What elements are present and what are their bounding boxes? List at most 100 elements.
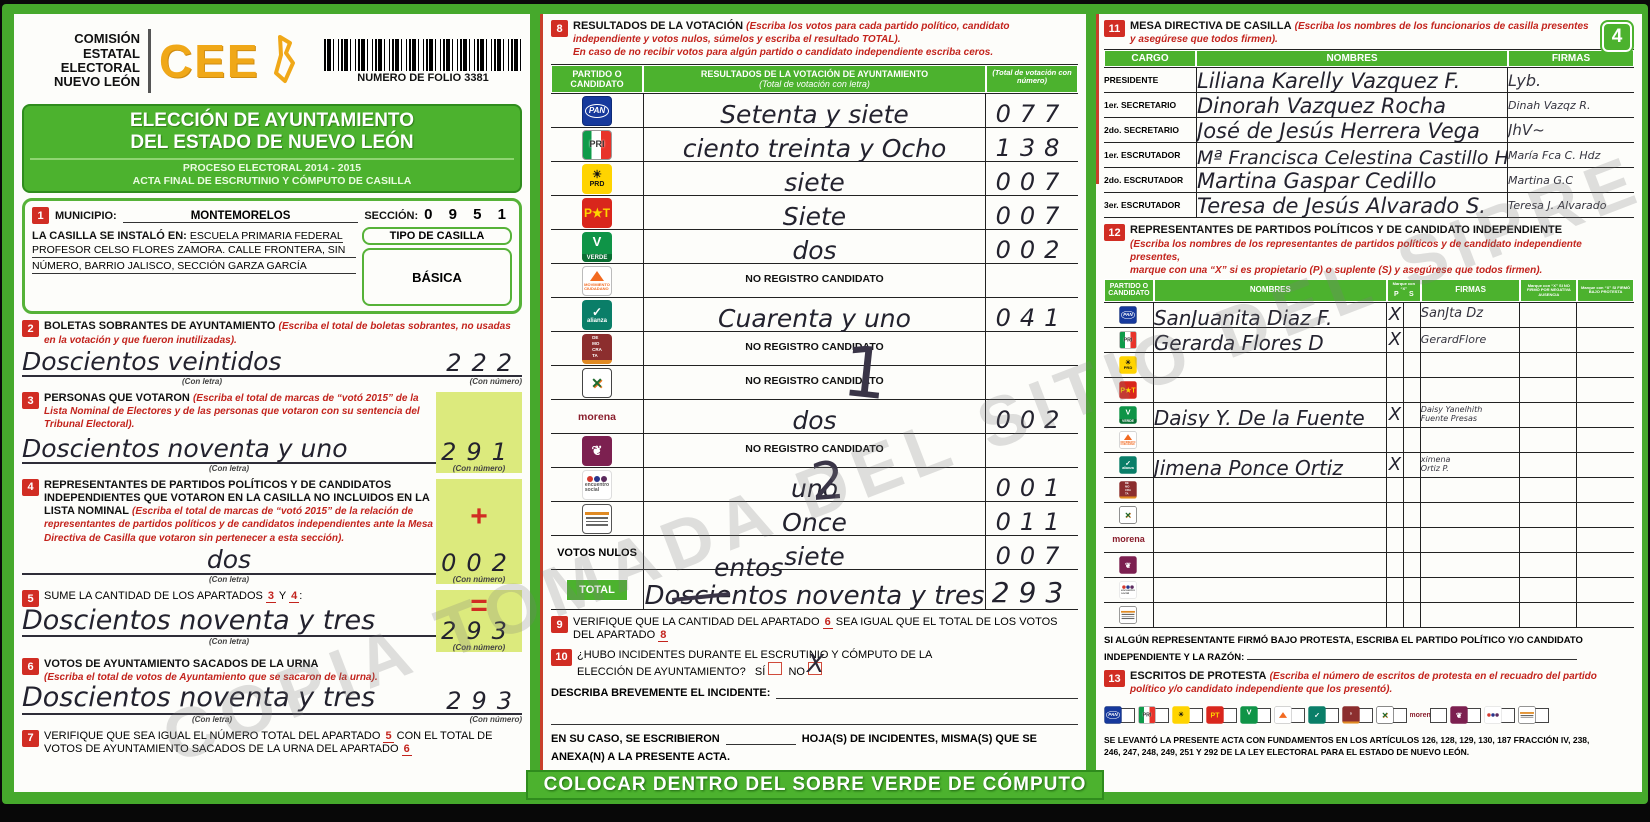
col-no-firmo: Marque con “X” SI NO FIRMÓ POR NEGATIVA … — [1520, 279, 1578, 302]
votos-urna-letra: Doscientos noventa y tres — [22, 682, 376, 714]
rep-row-pan: PAN SanJuanita Diaz F. X SanJta Dz — [1104, 301, 1634, 327]
hojas-label: HOJA(S) DE INCIDENTES, MISMA(S) QUE SE — [801, 733, 1037, 745]
no-registro-label: NO REGISTRO CANDIDATO — [745, 374, 884, 387]
votes-letra: Siete — [782, 202, 847, 232]
casilla-dir2: PROFESOR CELSO FLORES ZAMORA. CALLE FRON… — [32, 242, 356, 259]
funcionario-nombre: Martina Gaspar Cedillo — [1197, 169, 1437, 193]
rep-row-cruzada: ✕ — [1104, 501, 1634, 527]
mesa-row-1er-escrutador: 1er. ESCRUTADOR Mª Francisca Celestina C… — [1104, 142, 1634, 168]
result-row-votos-nulos: VOTOS NULOS siete 007 — [551, 535, 1078, 569]
section-5-colon: : — [299, 590, 303, 603]
si-checkbox — [768, 661, 783, 675]
ref-apartado-6b: 6 — [822, 616, 833, 630]
casilla-dir3: NÚMERO, BARRIO JALISCO, SECCIÓN GARZA GA… — [32, 258, 356, 275]
title-line2: DEL ESTADO DE NUEVO LEÓN — [130, 131, 414, 153]
no-label: NO — [788, 665, 805, 678]
movimiento-ciudadano-logo-icon: MOVIMIENTO CIUDADANO — [1119, 430, 1138, 449]
total-label: TOTAL — [566, 578, 628, 601]
section-2-instructions: (Escriba el total de boletas sobrantes, … — [44, 321, 511, 346]
acta-sheet: COMISIÓN ESTATAL ELECTORAL NUEVO LEÓN CE… — [2, 4, 1650, 804]
pt-logo-icon: P★T — [1119, 380, 1138, 399]
page-number-badge: 4 — [1600, 20, 1634, 54]
section-6-badge: 6 — [22, 658, 39, 676]
propietario-x: X — [1388, 403, 1402, 425]
title-line1: ELECCIÓN DE AYUNTAMIENTO — [130, 110, 414, 131]
boletas-sobrantes-numero: 222 — [446, 349, 522, 378]
votes-numero: 041 — [995, 303, 1069, 332]
funcionario-firma: Lyb. — [1508, 70, 1542, 90]
protesta-text-2: INDEPENDIENTE Y LA RAZÓN: — [1104, 651, 1245, 663]
anexa-label: ANEXA(N) A LA PRESENTE ACTA. — [551, 751, 731, 763]
section-6-instructions: (Escriba el total de votos de Ayuntamien… — [44, 672, 378, 684]
left-column: COMISIÓN ESTATAL ELECTORAL NUEVO LEÓN CE… — [14, 14, 530, 792]
col-nombres: NOMBRES — [1153, 279, 1387, 302]
pan-logo-icon: PAN — [1119, 305, 1138, 324]
pri-logo-icon: PRI — [1138, 706, 1156, 725]
alianza-logo-icon: ✓ alianza — [1119, 455, 1138, 474]
result-row-alianza: ✓ alianza Cuarenta y uno 041 — [551, 297, 1078, 331]
incidente-blank-line-2 — [551, 713, 1078, 725]
funcionario-firma: Martina G.C — [1508, 173, 1574, 187]
votes-letra: dos — [792, 236, 837, 266]
funcionario-firma: Teresa J. Alvarado — [1508, 198, 1607, 212]
seccion-value: 0 9 5 1 — [424, 205, 512, 223]
incidentes-question-1: ¿HUBO INCIDENTES DURANTE EL ESCRUTINIO Y… — [577, 648, 933, 661]
pt-logo-icon: P★T — [582, 197, 612, 228]
section-11-badge: 11 — [1104, 20, 1125, 37]
sum-rail: + 002 (Con número) — [436, 478, 522, 585]
alianza-logo-icon: ✓ — [1308, 706, 1326, 725]
legal-footer-2: 246, 247, 248, 249, 251 Y 292 DE LA LEY … — [1104, 746, 1470, 757]
no-registro-label: NO REGISTRO CANDIDATO — [745, 272, 884, 285]
democrata-logo-icon: D — [1342, 706, 1360, 725]
funcionario-nombre: Dinorah Vazquez Rocha — [1197, 94, 1446, 118]
section-5-title: SUME LA CANTIDAD DE LOS APARTADOS — [44, 590, 263, 603]
describa-label: DESCRIBA BREVEMENTE EL INCIDENTE: — [551, 687, 771, 699]
protesta-blank-line — [1246, 648, 1577, 660]
mesa-row-1er-secretario: 1er. SECRETARIO Dinorah Vazquez Rocha Di… — [1104, 92, 1634, 118]
section-3-instructions: (Escriba el total de marcas de “votó 201… — [44, 393, 420, 431]
con-letra-caption: (Con letra) — [182, 377, 222, 387]
scan-edge — [0, 804, 1650, 822]
section-10-badge: 10 — [551, 648, 572, 666]
ref-apartado-5: 5 — [383, 729, 394, 743]
section-2-boletas-sobrantes: 2 BOLETAS SOBRANTES DE AYUNTAMIENTO (Esc… — [22, 320, 522, 386]
ref-apartado-3: 3 — [265, 590, 277, 604]
cargo-label: 3er. ESCRUTADOR — [1104, 200, 1181, 211]
seccion-label: SECCIÓN: — [364, 209, 419, 222]
section-4-instructions: (Escriba el total de marcas de “votó 201… — [44, 506, 433, 544]
rep-row-mc: MOVIMIENTO CIUDADANO — [1104, 426, 1634, 452]
morena-logo-icon: morena — [1112, 534, 1145, 545]
org-name: COMISIÓN ESTATAL ELECTORAL NUEVO LEÓN — [54, 31, 140, 90]
section-13-instructions: (Escriba el número de escritos de protes… — [1130, 671, 1597, 696]
section-7-badge: 7 — [22, 729, 39, 747]
con-numero-caption: (Con número) — [452, 463, 506, 473]
section-5-suma: 5 SUME LA CANTIDAD DE LOS APARTADOS 3 Y … — [22, 590, 522, 653]
plus-operator: + — [470, 499, 488, 533]
votes-numero: 138 — [995, 133, 1069, 162]
rep-nombre: Jimena Ponce Ortiz — [1153, 455, 1343, 477]
result-row-prd: ☀ PRD siete 007 — [551, 161, 1078, 195]
section-5-y: Y — [278, 590, 287, 603]
middle-column: 8 RESULTADOS DE LA VOTACIÓN (Escriba los… — [540, 14, 1086, 792]
section-13-title: ESCRITOS DE PROTESTA — [1130, 670, 1267, 683]
con-numero-caption: (Con número) — [469, 714, 522, 724]
con-numero-caption: (Con número) — [452, 575, 506, 585]
morena-logo-icon: morena — [578, 410, 616, 423]
result-row-independiente: Once 011 — [551, 501, 1078, 535]
escritos-protesta-boxes: PAN PRI ☀ PT V ✓ D ✕ morena ❦ — [1104, 700, 1634, 730]
votes-letra: dos — [792, 406, 837, 436]
funcionario-firma: María Fca C. Hdz — [1508, 148, 1601, 162]
prd-logo-icon: ☀ PRD — [582, 163, 612, 194]
sum-rail: 291 (Con número) — [436, 392, 522, 473]
tipo-casilla-value: BÁSICA — [362, 248, 512, 307]
col-partido: PARTIDO O CANDIDATO — [1104, 279, 1154, 302]
mesa-table-header: CARGO NOMBRES FIRMAS — [1104, 50, 1634, 68]
humanista-logo-icon: ❦ — [582, 435, 612, 466]
mesa-row-presidente: PRESIDENTE Liliana Karelly Vazquez F. Ly… — [1104, 67, 1634, 93]
propietario-x: X — [1388, 328, 1402, 350]
rep-row-humanista: ❦ — [1104, 551, 1634, 577]
instalada-label: LA CASILLA SE INSTALÓ EN: — [32, 230, 187, 243]
votes-numero: 007 — [995, 541, 1069, 570]
section-11-instructions: (Escriba los nombres de los funcionarios… — [1130, 21, 1589, 46]
section-11-header: 11 MESA DIRECTIVA DE CASILLA (Escriba lo… — [1104, 20, 1634, 46]
